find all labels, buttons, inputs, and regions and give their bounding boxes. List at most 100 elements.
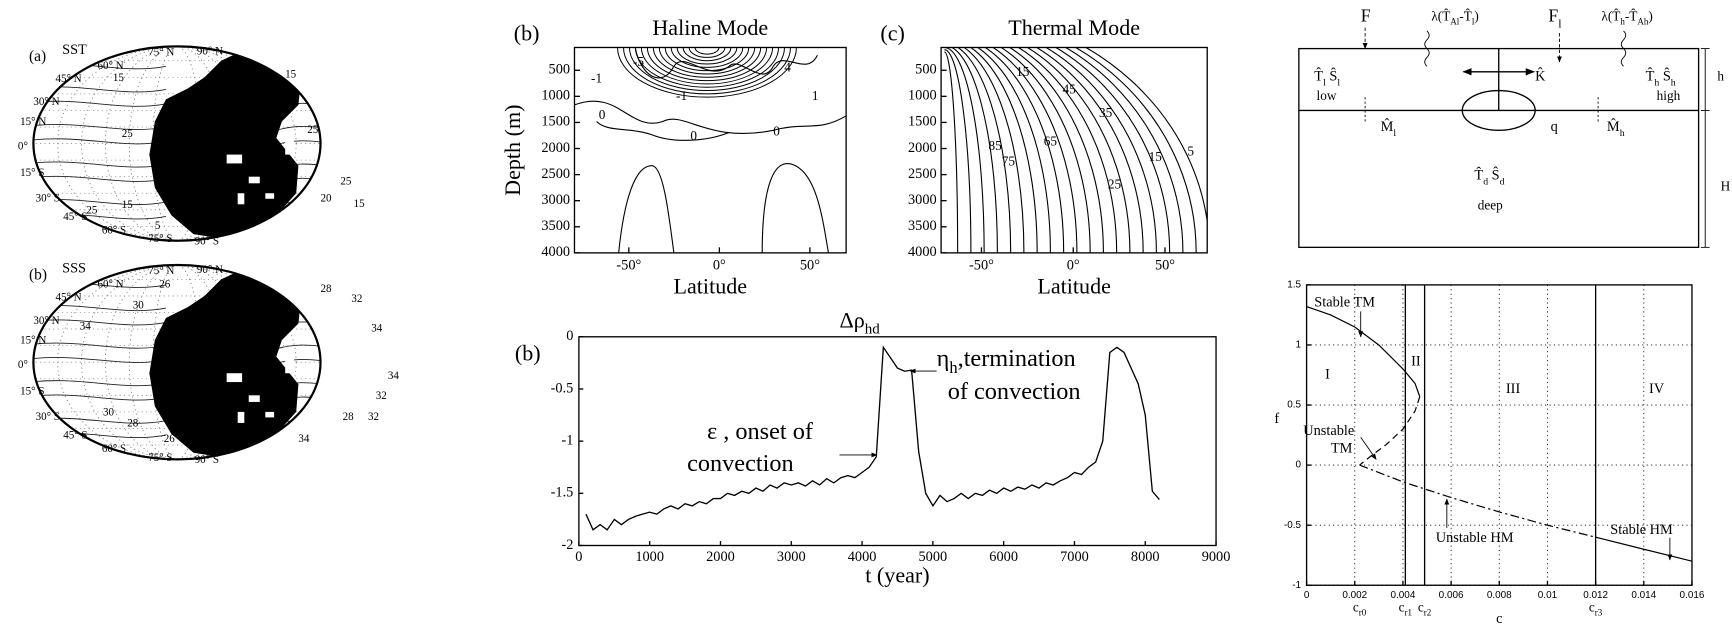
latitude-label: 15° S (20, 167, 44, 179)
land-gap (265, 193, 275, 199)
contour (618, 165, 675, 253)
land-gap (285, 351, 295, 374)
contour-label: 30 (230, 164, 242, 176)
subscript: r3 (1595, 607, 1603, 617)
subscript: Ah (1637, 17, 1648, 27)
x-axis-label: Latitude (674, 273, 748, 298)
y-tick-label: -1 (561, 432, 573, 448)
contour (634, 47, 780, 88)
x-tick-label: 0.014 (1631, 590, 1656, 601)
contour-label: 26 (159, 278, 171, 290)
contour (1054, 47, 1171, 253)
subscript: d (1483, 176, 1488, 187)
box-label: K̂ (1535, 68, 1546, 85)
contour (984, 47, 1065, 253)
contour (640, 47, 774, 85)
contour (956, 47, 1012, 253)
contour-label: 20 (321, 192, 333, 204)
region-label: II (1411, 353, 1421, 369)
annotation: Unstable HM (1436, 530, 1514, 546)
region-label: I (1325, 367, 1330, 383)
map-field: SST (62, 42, 87, 58)
text-part: H (1721, 179, 1731, 194)
overturning-loop (1461, 89, 1536, 131)
contour (658, 47, 756, 75)
contour (969, 47, 1038, 253)
y-tick-label: 2000 (908, 140, 937, 156)
land-gap (248, 395, 260, 402)
contour (944, 47, 985, 253)
contour-label: 35 (1099, 105, 1113, 120)
contour-label: 15 (113, 72, 125, 84)
panel-title: Haline Mode (652, 15, 768, 40)
x-tick-label: 2000 (706, 549, 735, 565)
y-tick-label: 500 (915, 62, 937, 78)
subscript: l (1472, 17, 1475, 27)
x-tick-label: 5000 (919, 549, 948, 565)
contour-field (574, 47, 847, 253)
text-part: Δρ (839, 308, 864, 333)
x-tick-label: 0° (1067, 257, 1080, 273)
box-label: deep (1478, 198, 1503, 213)
subscript: l (1337, 77, 1340, 88)
box-label: M̂h (1607, 119, 1625, 139)
latitude-label: 90° S (195, 454, 219, 466)
contour-label: 15 (354, 198, 366, 210)
contour-label: 25 (1108, 177, 1122, 192)
map-field: SSS (62, 261, 86, 277)
contour-label: 15 (1149, 149, 1163, 164)
contour-label: 30 (103, 407, 115, 419)
y-tick-label: 3500 (541, 218, 570, 234)
panel-label: (b) (29, 267, 47, 284)
text-part: q (1551, 119, 1558, 135)
annotation: Unstable (1303, 423, 1354, 439)
y-tick-label: 4000 (541, 244, 570, 260)
annotation: Stable HM (1610, 522, 1673, 538)
x-axis-label: t (year) (865, 563, 929, 588)
text-part: low (1317, 88, 1337, 103)
y-tick-label: 2500 (541, 166, 570, 182)
y-tick-label: 1500 (908, 114, 937, 130)
land-gap (237, 193, 245, 205)
contour-label: 45 (1063, 82, 1077, 97)
critical-label: cr3 (1589, 599, 1603, 617)
text-part: K̂ (1535, 68, 1546, 85)
series-line (1359, 396, 1421, 466)
text-part: Ŝ (1488, 167, 1500, 184)
x-tick-label: -50° (616, 257, 641, 273)
contour (623, 47, 791, 95)
x-tick-label: 8000 (1131, 549, 1160, 565)
contour-label: 34 (298, 433, 310, 445)
latitude-label: 75° S (148, 233, 172, 245)
box-label: F (1361, 6, 1371, 26)
contour (950, 47, 998, 253)
panel-label: (b) (514, 20, 540, 45)
latitude-label: 30° N (33, 96, 59, 108)
contour-label: 15 (285, 69, 297, 81)
subscript: r0 (1359, 607, 1367, 617)
x-tick-label: 50° (1155, 257, 1175, 273)
latitude-label: 15° N (20, 116, 46, 128)
latitude-label: 15° N (20, 335, 46, 347)
annotation: ηh,termination (937, 345, 1076, 378)
text-part: ) (1474, 9, 1478, 24)
latitude-label: 0° (18, 359, 28, 371)
text-part: F (1548, 6, 1558, 26)
text-part: Stable TM (1314, 295, 1375, 311)
series-line (1306, 305, 1421, 397)
x-axis-label: c (1496, 611, 1502, 625)
contour-label: 4 (784, 60, 791, 75)
contour (664, 47, 750, 72)
contour-label: 0 (773, 124, 780, 139)
y-tick-label: -1.5 (551, 485, 574, 501)
text-part: -T̂ (1459, 9, 1472, 24)
heat-flux (1620, 30, 1627, 67)
land-gap (248, 176, 260, 184)
contour-label: 34 (80, 320, 92, 332)
contour-label: 25 (122, 128, 134, 140)
critical-label: cr0 (1353, 599, 1367, 617)
contour-label: 75 (1002, 153, 1016, 168)
panel-label: (c) (880, 20, 905, 45)
y-tick-label: 500 (549, 62, 571, 78)
